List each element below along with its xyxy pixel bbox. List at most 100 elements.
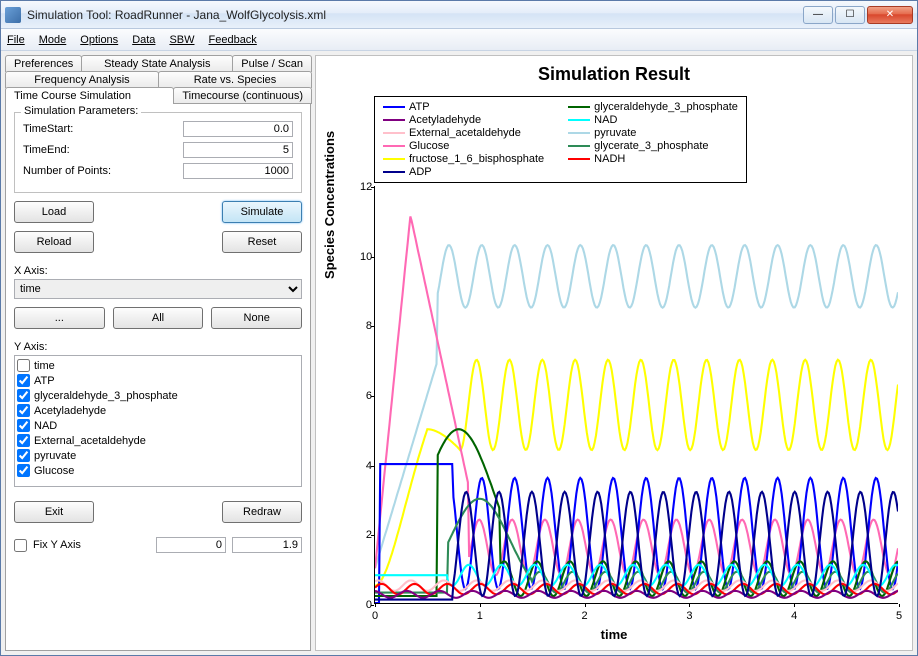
y-axis-item[interactable]: time [17, 358, 299, 373]
close-button[interactable]: ✕ [867, 6, 913, 24]
simulate-button[interactable]: Simulate [222, 201, 302, 223]
tab-steady-state[interactable]: Steady State Analysis [81, 55, 233, 72]
reload-button[interactable]: Reload [14, 231, 94, 253]
y-axis-item[interactable]: glyceraldehyde_3_phosphate [17, 388, 299, 403]
legend-item: glyceraldehyde_3_phosphate [568, 101, 738, 113]
legend-label: glycerate_3_phosphate [594, 140, 708, 152]
y-axis-item-label: External_acetaldehyde [34, 435, 146, 447]
tab-pulse-scan[interactable]: Pulse / Scan [232, 55, 312, 72]
legend-item: ADP [383, 166, 544, 178]
minimize-button[interactable]: — [803, 6, 833, 24]
x-axis-select[interactable]: time [14, 279, 302, 299]
legend-swatch [568, 119, 590, 121]
tab-frequency[interactable]: Frequency Analysis [5, 71, 159, 88]
sim-params-fieldset: Simulation Parameters: TimeStart: TimeEn… [14, 112, 302, 193]
y-axis-item-checkbox[interactable] [17, 404, 30, 417]
num-points-input[interactable] [183, 163, 293, 179]
y-axis-label: Y Axis: [14, 341, 302, 353]
x-tick-label: 0 [372, 610, 378, 622]
legend-item: NADH [568, 153, 738, 165]
y-axis-item[interactable]: NAD [17, 418, 299, 433]
legend-label: fructose_1_6_bisphosphate [409, 153, 544, 165]
legend-item: fructose_1_6_bisphosphate [383, 153, 544, 165]
y-axis-item[interactable]: pyruvate [17, 448, 299, 463]
time-end-label: TimeEnd: [23, 144, 183, 156]
menu-mode[interactable]: Mode [39, 34, 67, 46]
y-axis-item-label: NAD [34, 420, 57, 432]
menu-feedback[interactable]: Feedback [209, 34, 257, 46]
x-tick-label: 3 [686, 610, 692, 622]
time-start-input[interactable] [183, 121, 293, 137]
y-axis-item[interactable]: Acetyladehyde [17, 403, 299, 418]
legend-label: pyruvate [594, 127, 636, 139]
legend-box: ATPAcetyladehydeExternal_acetaldehydeGlu… [374, 96, 747, 183]
menu-data[interactable]: Data [132, 34, 155, 46]
y-axis-item[interactable]: ATP [17, 373, 299, 388]
app-window: Simulation Tool: RoadRunner - Jana_WolfG… [0, 0, 918, 656]
legend-item: Glucose [383, 140, 544, 152]
titlebar[interactable]: Simulation Tool: RoadRunner - Jana_WolfG… [1, 1, 917, 29]
x-axis-label: X Axis: [14, 265, 302, 277]
legend-label: External_acetaldehyde [409, 127, 521, 139]
legend-swatch [383, 158, 405, 160]
y-axis-item-checkbox[interactable] [17, 359, 30, 372]
y-axis-item-checkbox[interactable] [17, 389, 30, 402]
fix-y-max[interactable] [232, 537, 302, 553]
y-axis-item-checkbox[interactable] [17, 374, 30, 387]
y-axis-listbox[interactable]: timeATPglyceraldehyde_3_phosphateAcetyla… [14, 355, 302, 487]
plot-region [374, 186, 898, 604]
y-axis-item-label: time [34, 360, 55, 372]
fix-y-min[interactable] [156, 537, 226, 553]
y-axis-item[interactable]: External_acetaldehyde [17, 433, 299, 448]
legend-label: Acetyladehyde [409, 114, 481, 126]
y-axis-item-label: pyruvate [34, 450, 76, 462]
maximize-button[interactable]: ☐ [835, 6, 865, 24]
all-button[interactable]: All [113, 307, 204, 329]
y-axis-item-checkbox[interactable] [17, 449, 30, 462]
legend-label: ADP [409, 166, 432, 178]
dots-button[interactable]: ... [14, 307, 105, 329]
none-button[interactable]: None [211, 307, 302, 329]
legend-swatch [383, 106, 405, 108]
redraw-button[interactable]: Redraw [222, 501, 302, 523]
x-axis-title: time [316, 627, 912, 642]
legend-label: NAD [594, 114, 617, 126]
legend-item: Acetyladehyde [383, 114, 544, 126]
legend-label: glyceraldehyde_3_phosphate [594, 101, 738, 113]
y-axis-item-checkbox[interactable] [17, 434, 30, 447]
fix-y-checkbox[interactable] [14, 539, 27, 552]
num-points-label: Number of Points: [23, 165, 183, 177]
tab-preferences[interactable]: Preferences [5, 55, 82, 72]
tab-timecourse-cont[interactable]: Timecourse (continuous) [173, 87, 312, 104]
y-axis-item-checkbox[interactable] [17, 464, 30, 477]
reset-button[interactable]: Reset [222, 231, 302, 253]
x-tick-label: 4 [791, 610, 797, 622]
app-icon [5, 7, 21, 23]
chart-title: Simulation Result [316, 64, 912, 85]
menubar: File Mode Options Data SBW Feedback [1, 29, 917, 51]
y-axis-item[interactable]: Glucose [17, 463, 299, 478]
y-axis-item-checkbox[interactable] [17, 419, 30, 432]
legend-swatch [383, 132, 405, 134]
menu-file[interactable]: File [7, 34, 25, 46]
legend-item: External_acetaldehyde [383, 127, 544, 139]
menu-options[interactable]: Options [80, 34, 118, 46]
exit-button[interactable]: Exit [14, 501, 94, 523]
time-end-input[interactable] [183, 142, 293, 158]
x-tick-label: 5 [896, 610, 902, 622]
y-axis-item-label: Glucose [34, 465, 74, 477]
load-button[interactable]: Load [14, 201, 94, 223]
x-tick-label: 2 [582, 610, 588, 622]
tab-time-course[interactable]: Time Course Simulation [5, 87, 174, 104]
legend-swatch [568, 132, 590, 134]
legend-item: pyruvate [568, 127, 738, 139]
tabset: Preferences Steady State Analysis Pulse … [5, 55, 311, 103]
window-title: Simulation Tool: RoadRunner - Jana_WolfG… [27, 8, 803, 22]
legend-swatch [568, 158, 590, 160]
menu-sbw[interactable]: SBW [169, 34, 194, 46]
left-panel: Preferences Steady State Analysis Pulse … [5, 55, 311, 651]
tab-rate-species[interactable]: Rate vs. Species [158, 71, 312, 88]
legend-item: glycerate_3_phosphate [568, 140, 738, 152]
legend-label: NADH [594, 153, 625, 165]
legend-swatch [383, 171, 405, 173]
